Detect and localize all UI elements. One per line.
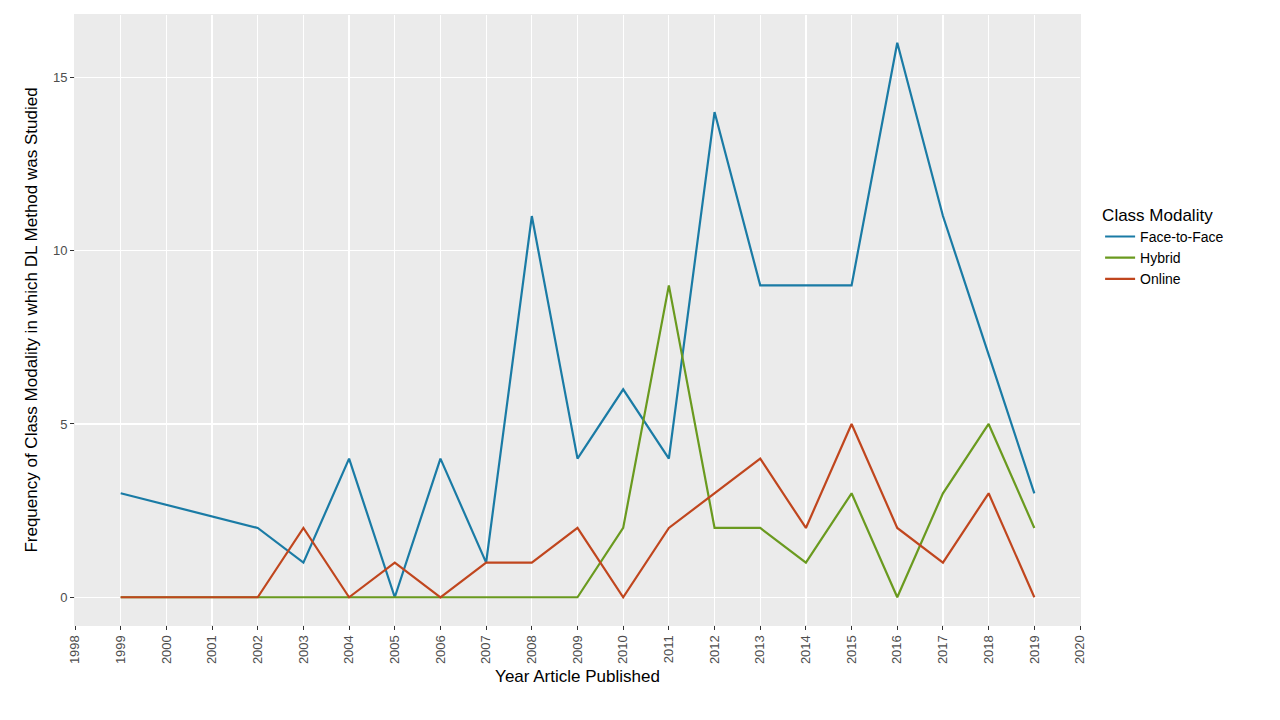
svg-text:2017: 2017: [935, 635, 950, 664]
svg-text:Online: Online: [1140, 271, 1181, 287]
svg-text:2003: 2003: [296, 635, 311, 664]
svg-text:2004: 2004: [341, 635, 356, 664]
svg-text:2018: 2018: [981, 635, 996, 664]
svg-text:2007: 2007: [478, 635, 493, 664]
svg-text:2010: 2010: [615, 635, 630, 664]
svg-text:5: 5: [60, 417, 67, 432]
svg-text:Hybrid: Hybrid: [1140, 250, 1180, 266]
svg-text:1998: 1998: [67, 635, 82, 664]
svg-text:2001: 2001: [204, 635, 219, 664]
svg-text:2002: 2002: [250, 635, 265, 664]
svg-text:2019: 2019: [1027, 635, 1042, 664]
svg-text:Frequency of Class Modality in: Frequency of Class Modality in which DL …: [22, 87, 41, 552]
svg-text:15: 15: [53, 70, 67, 85]
svg-text:2005: 2005: [387, 635, 402, 664]
svg-text:2013: 2013: [752, 635, 767, 664]
svg-text:2006: 2006: [433, 635, 448, 664]
svg-text:Face-to-Face: Face-to-Face: [1140, 229, 1223, 245]
svg-text:2009: 2009: [570, 635, 585, 664]
svg-text:Class Modality: Class Modality: [1102, 206, 1213, 225]
svg-text:2012: 2012: [707, 635, 722, 664]
svg-text:1999: 1999: [113, 635, 128, 664]
svg-text:2008: 2008: [524, 635, 539, 664]
svg-text:10: 10: [53, 243, 67, 258]
svg-text:2015: 2015: [844, 635, 859, 664]
svg-text:2020: 2020: [1072, 635, 1087, 664]
svg-text:2014: 2014: [798, 635, 813, 664]
svg-text:2000: 2000: [159, 635, 174, 664]
svg-text:0: 0: [60, 590, 67, 605]
svg-text:Year Article Published: Year Article Published: [495, 667, 660, 686]
svg-text:2011: 2011: [661, 635, 676, 663]
svg-text:2016: 2016: [889, 635, 904, 664]
